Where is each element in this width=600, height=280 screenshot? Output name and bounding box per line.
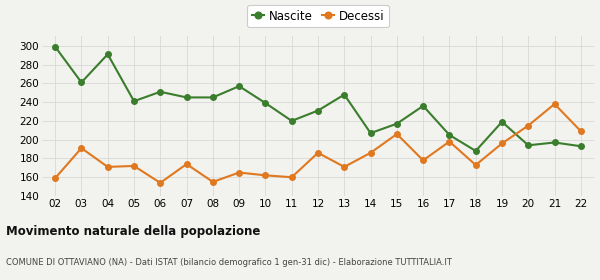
Nascite — [367, 131, 374, 135]
Decessi — [524, 124, 532, 127]
Decessi — [236, 171, 243, 174]
Decessi — [393, 132, 400, 136]
Nascite — [419, 104, 427, 108]
Nascite — [209, 96, 217, 99]
Text: COMUNE DI OTTAVIANO (NA) - Dati ISTAT (bilancio demografico 1 gen-31 dic) - Elab: COMUNE DI OTTAVIANO (NA) - Dati ISTAT (b… — [6, 258, 452, 267]
Decessi — [577, 130, 584, 133]
Decessi — [499, 142, 506, 145]
Nascite — [551, 141, 558, 144]
Nascite — [157, 90, 164, 94]
Decessi — [104, 165, 112, 169]
Decessi — [551, 102, 558, 106]
Line: Decessi: Decessi — [52, 101, 584, 186]
Nascite — [499, 120, 506, 123]
Nascite — [446, 133, 453, 137]
Legend: Nascite, Decessi: Nascite, Decessi — [247, 5, 389, 27]
Decessi — [157, 181, 164, 185]
Nascite — [262, 101, 269, 105]
Decessi — [183, 162, 190, 166]
Decessi — [262, 174, 269, 177]
Decessi — [209, 180, 217, 184]
Nascite — [472, 149, 479, 153]
Decessi — [367, 151, 374, 155]
Nascite — [288, 119, 295, 123]
Nascite — [52, 45, 59, 48]
Nascite — [314, 109, 322, 112]
Line: Nascite: Nascite — [52, 44, 584, 154]
Text: Movimento naturale della popolazione: Movimento naturale della popolazione — [6, 225, 260, 238]
Nascite — [236, 85, 243, 88]
Decessi — [288, 176, 295, 179]
Nascite — [577, 144, 584, 148]
Nascite — [130, 99, 137, 103]
Nascite — [183, 96, 190, 99]
Nascite — [78, 81, 85, 84]
Decessi — [341, 165, 348, 169]
Nascite — [341, 93, 348, 96]
Nascite — [524, 144, 532, 147]
Decessi — [78, 146, 85, 150]
Decessi — [472, 163, 479, 167]
Decessi — [130, 164, 137, 168]
Decessi — [314, 151, 322, 155]
Decessi — [419, 159, 427, 162]
Decessi — [52, 176, 59, 180]
Nascite — [104, 53, 112, 56]
Decessi — [446, 140, 453, 143]
Nascite — [393, 122, 400, 125]
